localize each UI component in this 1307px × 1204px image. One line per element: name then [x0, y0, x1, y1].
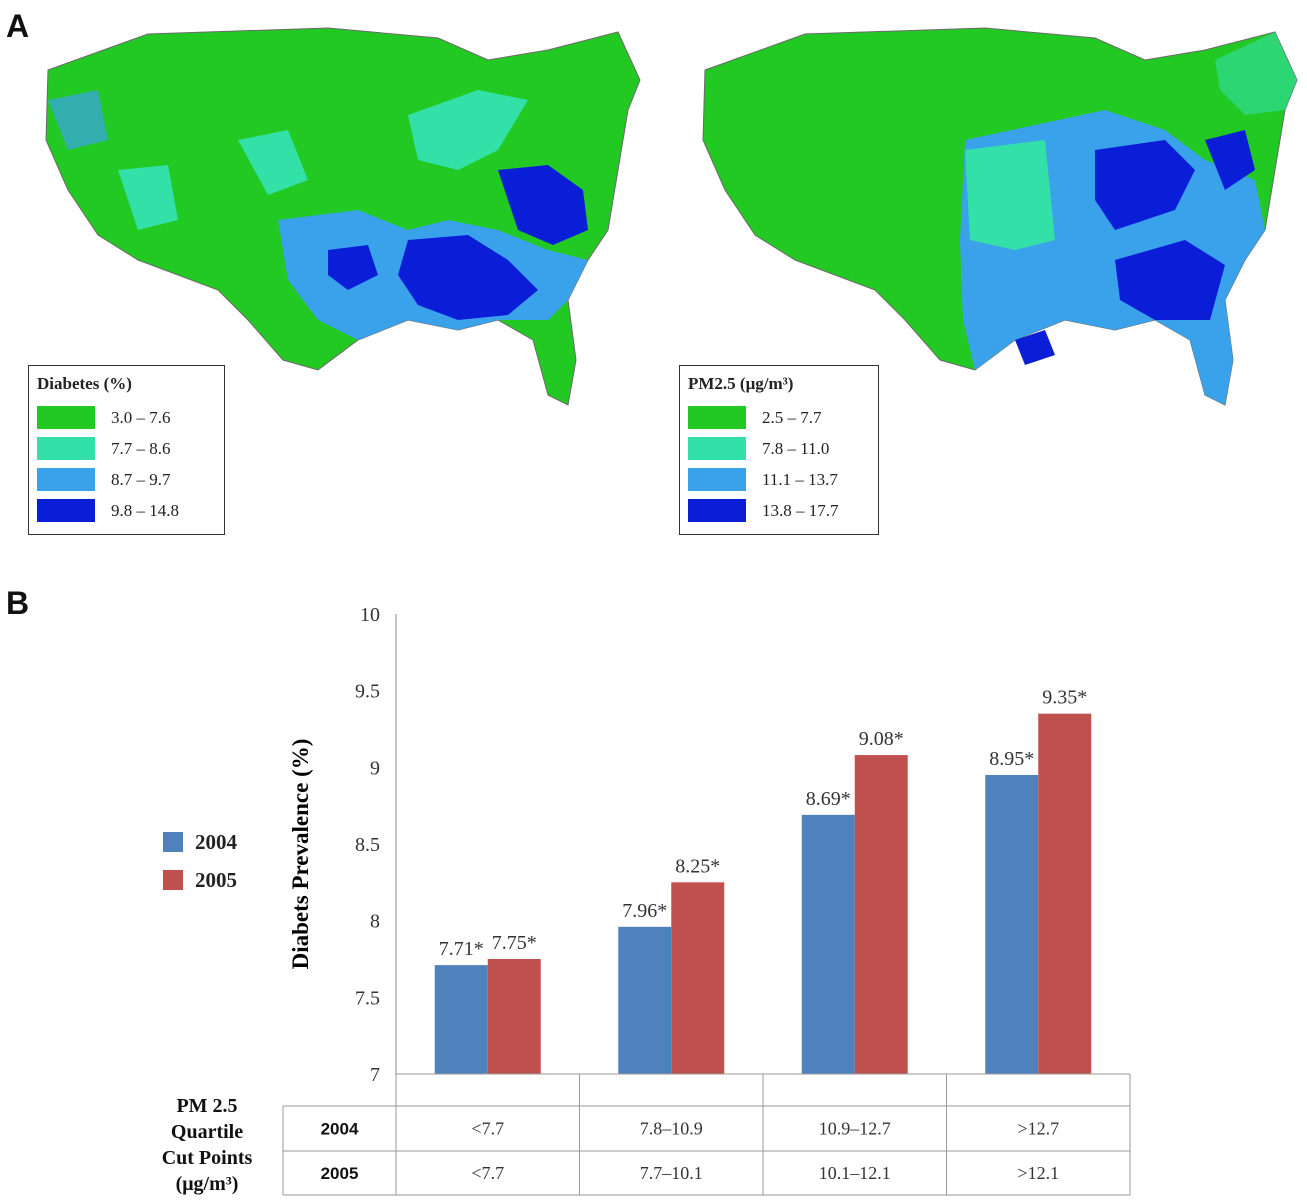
data-label-2005-1: 8.25*: [675, 855, 720, 877]
pm25-map: [685, 20, 1305, 420]
y-tick-label: 9.5: [355, 681, 380, 703]
y-tick-label: 9: [370, 757, 380, 779]
table-cell: 10.1–12.1: [819, 1163, 891, 1183]
panel-b-letter: B: [6, 585, 30, 621]
legend-row: 2.5 – 7.7: [688, 402, 868, 433]
table-cell: <7.7: [471, 1119, 504, 1139]
table-cell: 10.9–12.7: [819, 1119, 891, 1139]
table-cell: 7.8–10.9: [640, 1119, 703, 1139]
table-cell: >12.1: [1017, 1163, 1059, 1183]
table-header-line: Quartile: [171, 1121, 243, 1143]
table-header-line: PM 2.5: [176, 1095, 237, 1117]
legend-label: 8.7 – 9.7: [111, 469, 171, 489]
y-axis-label: Diabets Prevalence (%): [288, 739, 313, 970]
diabetes-legend: Diabetes (%) 3.0 – 7.6 7.7 – 8.6 8.7 – 9…: [28, 365, 225, 535]
legend-swatch: [37, 499, 95, 522]
legend-label: 11.1 – 13.7: [762, 469, 838, 489]
bar-2005-2: [854, 755, 908, 1074]
prevalence-bar-chart: 7 7.5 8 8.5 9 9.5 10 Diabets Prevalence (%) 7.7…: [162, 604, 1131, 1196]
bar-2004-3: [985, 775, 1039, 1074]
table-header-line: (μg/m³): [176, 1173, 239, 1195]
table-cell: 7.7–10.1: [640, 1163, 703, 1183]
legend-label: 3.0 – 7.6: [111, 407, 171, 427]
panel-a-letter: A: [6, 8, 30, 44]
table-cell: >12.7: [1017, 1119, 1059, 1139]
legend-row: 3.0 – 7.6: [37, 402, 214, 433]
legend-row: 13.8 – 17.7: [688, 495, 868, 526]
data-label-2004-3: 8.95*: [989, 748, 1034, 770]
data-label-2005-3: 9.35*: [1042, 687, 1087, 709]
pm25-legend-title: PM2.5 (μg/m³): [688, 374, 794, 393]
legend-swatch: [688, 406, 746, 429]
pm25-legend: PM2.5 (μg/m³) 2.5 – 7.7 7.8 – 11.0 11.1 …: [679, 365, 879, 535]
diabetes-map: [28, 20, 648, 420]
y-tick-label: 8.5: [355, 834, 380, 856]
y-tick-label: 10: [360, 604, 380, 626]
legend-label-2004: 2004: [195, 830, 238, 854]
bar-2005-3: [1038, 713, 1092, 1074]
legend-swatch: [37, 406, 95, 429]
data-label-2004-2: 8.69*: [806, 788, 851, 810]
legend-row: 7.7 – 8.6: [37, 433, 214, 464]
legend-row: 9.8 – 14.8: [37, 495, 214, 526]
legend-swatch: [688, 437, 746, 460]
bar-2004-0: [434, 965, 488, 1074]
table-year-2005: 2005: [321, 1164, 359, 1183]
legend-swatch: [688, 468, 746, 491]
bar-2005-0: [487, 959, 541, 1074]
legend-swatch-2005: [163, 870, 183, 890]
legend-swatch: [37, 468, 95, 491]
bar-2004-1: [618, 926, 672, 1074]
table-year-2004: 2004: [321, 1120, 359, 1139]
legend-label: 7.7 – 8.6: [111, 438, 171, 458]
legend-label-2005: 2005: [195, 868, 237, 892]
diabetes-legend-title: Diabetes (%): [37, 374, 132, 393]
table-cell: <7.7: [471, 1163, 504, 1183]
table-header-line: Cut Points: [162, 1147, 253, 1169]
legend-row: 7.8 – 11.0: [688, 433, 868, 464]
data-label-2005-0: 7.75*: [492, 932, 537, 954]
legend-row: 8.7 – 9.7: [37, 464, 214, 495]
data-label-2004-1: 7.96*: [622, 900, 667, 922]
y-tick-label: 7: [370, 1064, 380, 1086]
data-label-2005-2: 9.08*: [859, 728, 904, 750]
legend-swatch: [688, 499, 746, 522]
legend-swatch-2004: [163, 832, 183, 852]
legend-row: 11.1 – 13.7: [688, 464, 868, 495]
bar-2004-2: [801, 814, 855, 1074]
legend-swatch: [37, 437, 95, 460]
y-tick-label: 8: [370, 911, 380, 933]
y-tick-label: 7.5: [355, 987, 380, 1009]
legend-label: 9.8 – 14.8: [111, 500, 179, 520]
legend-label: 2.5 – 7.7: [762, 407, 822, 427]
data-label-2004-0: 7.71*: [439, 938, 484, 960]
legend-label: 7.8 – 11.0: [762, 438, 830, 458]
bar-2005-1: [671, 882, 725, 1074]
legend-label: 13.8 – 17.7: [762, 500, 839, 520]
